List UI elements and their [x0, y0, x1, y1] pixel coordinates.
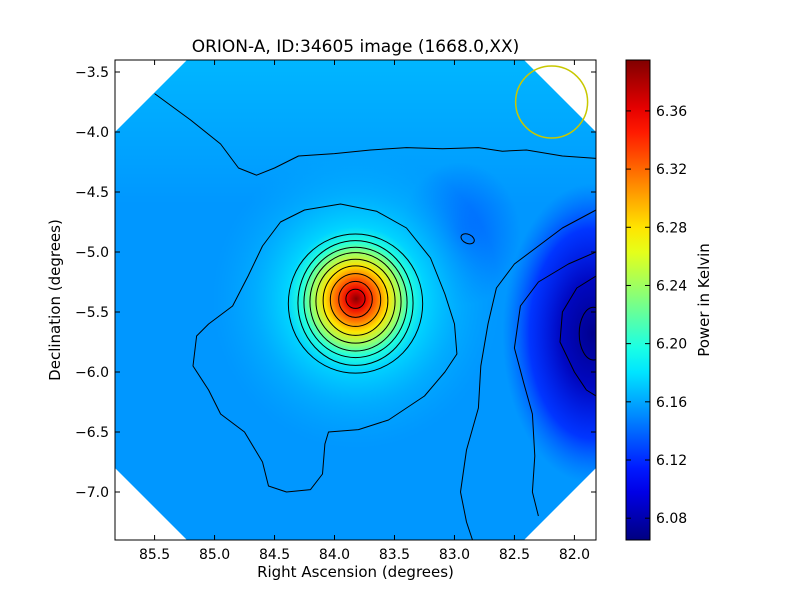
x-tick-label: 83.0 — [439, 547, 470, 563]
colorbar-frame — [625, 59, 651, 541]
x-tick-label: 83.5 — [379, 547, 410, 563]
y-tick-label: −7.0 — [75, 485, 109, 501]
contour-cold-outer — [460, 209, 596, 540]
contour-ring — [329, 273, 382, 327]
colorbar-tick-label: 6.20 — [656, 337, 687, 353]
x-axis: 85.5 85.0 84.5 84.0 83.5 83.0 82.5 82.0 — [139, 60, 590, 563]
contour-ring — [345, 288, 366, 309]
mask-bottom-left — [115, 468, 187, 540]
y-tick-label: −6.5 — [75, 425, 109, 441]
contour-ring — [338, 280, 373, 318]
colorbar-tick-label: 6.08 — [656, 511, 687, 527]
contour-halo — [192, 203, 458, 493]
y-tick-label: −4.0 — [75, 125, 109, 141]
contour-cold-mid — [513, 251, 596, 517]
colorbar-gradient — [626, 60, 650, 540]
colorbar-tick-label: 6.24 — [656, 278, 687, 294]
bright-source — [212, 148, 501, 449]
chart-title: ORION-A, ID:34605 image (1668.0,XX) — [192, 37, 520, 57]
heatmap-field — [115, 60, 596, 484]
x-tick-label: 84.0 — [319, 547, 350, 563]
contour-ring — [309, 252, 402, 352]
plot-frame — [114, 59, 597, 541]
colorbar-label: Power in Kelvin — [695, 243, 713, 357]
plot-area — [115, 60, 596, 540]
colorbar-tick-label: 6.16 — [656, 395, 687, 411]
mask-bottom-right — [524, 468, 596, 540]
x-tick-label: 85.5 — [139, 547, 170, 563]
beam-circle — [514, 65, 589, 139]
y-tick-label: −6.0 — [75, 365, 109, 381]
y-tick-label: −5.0 — [75, 245, 109, 261]
contour-ring — [297, 240, 414, 366]
y-tick-label: −5.5 — [75, 305, 109, 321]
cold-region — [502, 183, 596, 484]
mask-top-left — [115, 60, 187, 132]
contour-small — [460, 233, 475, 245]
colorbar-tick-label: 6.28 — [656, 220, 687, 236]
contour-top — [154, 93, 596, 176]
contour-ring — [303, 246, 408, 359]
colorbar-ticks: 6.08 6.12 6.16 6.20 6.24 6.28 6.32 6.36 — [626, 104, 687, 527]
y-tick-label: −4.5 — [75, 185, 109, 201]
contour-cold-core — [578, 306, 596, 361]
y-axis-label: Declination (degrees) — [46, 219, 64, 381]
y-axis: −3.5 −4.0 −4.5 −5.0 −5.5 −6.0 −6.5 −7.0 — [75, 65, 596, 501]
contour-ring — [287, 233, 424, 374]
contour-lines — [154, 93, 596, 540]
colorbar-tick-label: 6.12 — [656, 453, 687, 469]
contour-ring — [315, 258, 396, 344]
x-tick-label: 82.0 — [559, 547, 590, 563]
x-tick-label: 84.5 — [259, 547, 290, 563]
colorbar-tick-label: 6.36 — [656, 104, 687, 120]
x-tick-label: 85.0 — [199, 547, 230, 563]
colorbar: 6.08 6.12 6.16 6.20 6.24 6.28 6.32 6.36 — [625, 59, 687, 541]
colorbar-tick-label: 6.32 — [656, 162, 687, 178]
y-tick-label: −3.5 — [75, 65, 109, 81]
x-axis-label: Right Ascension (degrees) — [257, 563, 454, 581]
contour-ring — [322, 265, 389, 336]
x-tick-label: 82.5 — [499, 547, 530, 563]
contour-cold-inner — [559, 275, 596, 397]
